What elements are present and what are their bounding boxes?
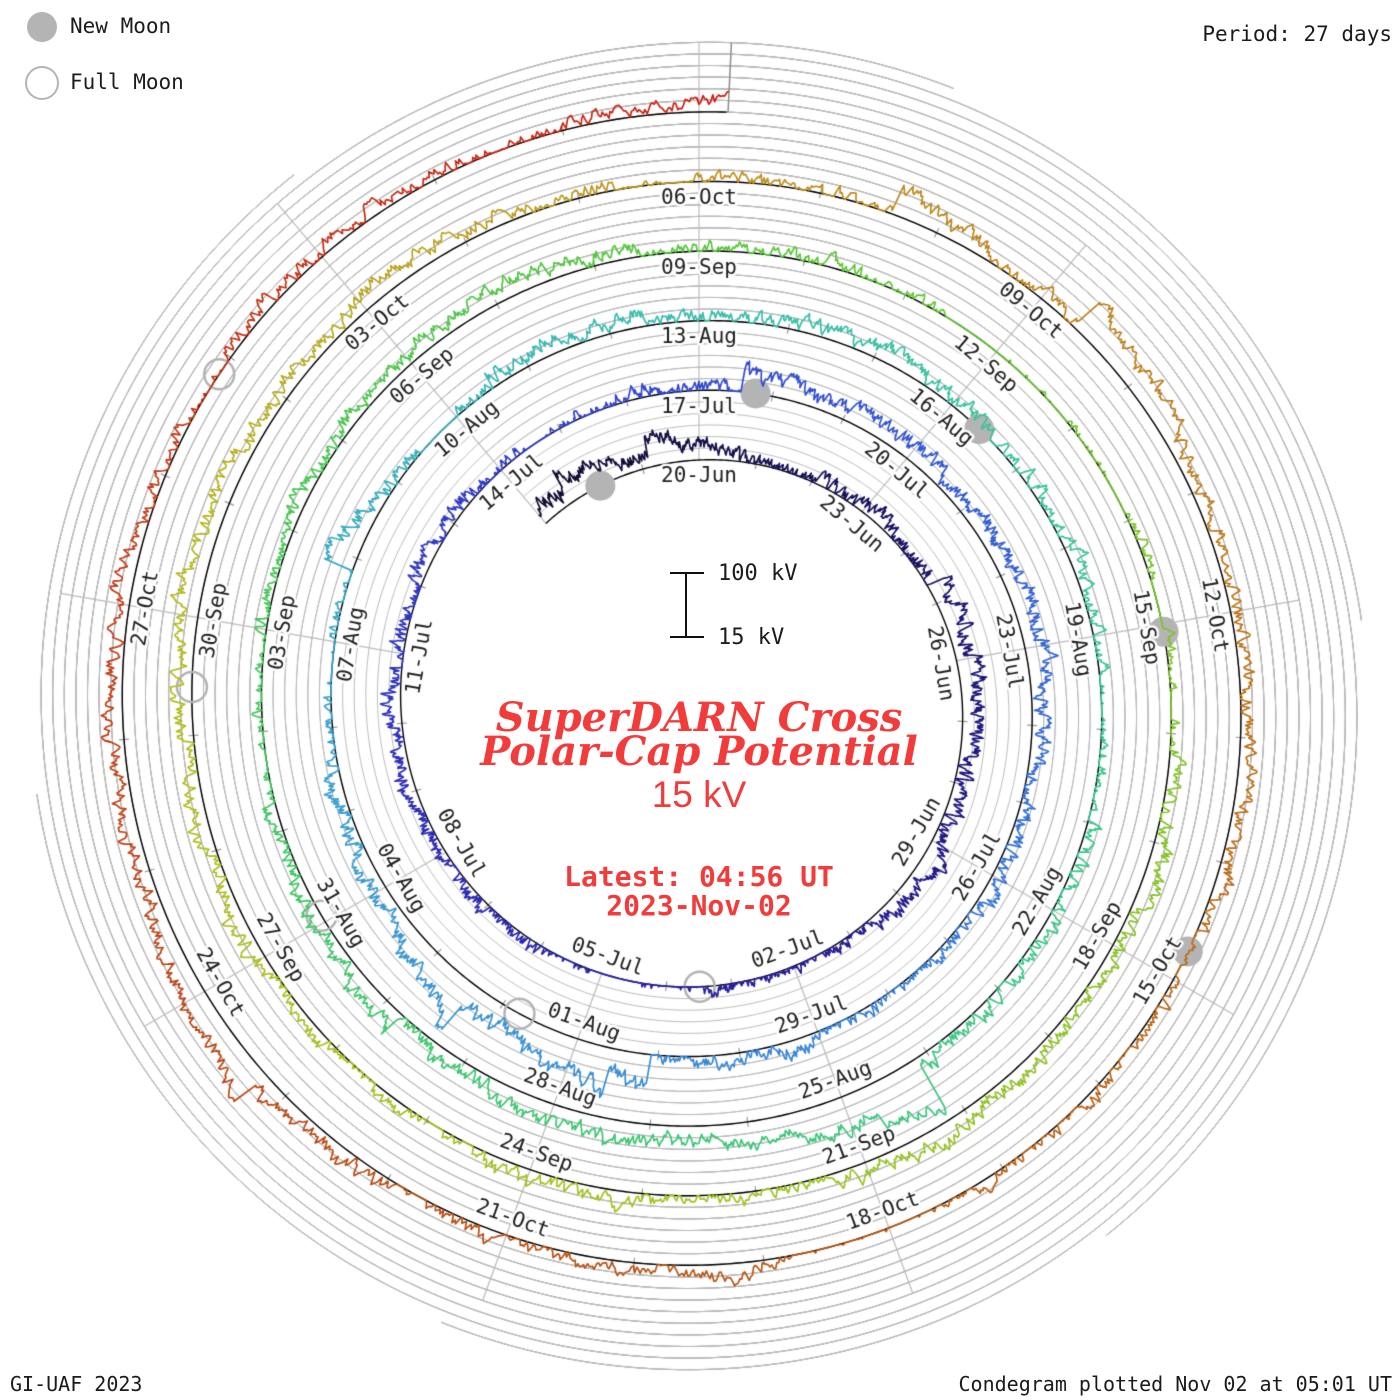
full-moon-icon bbox=[25, 66, 59, 100]
scale-bar-cap-bottom bbox=[670, 636, 704, 638]
scale-bar-max-label: 100 kV bbox=[718, 561, 798, 586]
latest-date-label: 2023-Nov-02 bbox=[606, 889, 792, 922]
chart-title-line2: Polar-Cap Potential bbox=[480, 728, 918, 775]
scale-bar-stem bbox=[685, 573, 687, 637]
credit-label: GI-UAF 2023 bbox=[10, 1372, 143, 1396]
period-label: Period: 27 days bbox=[1202, 22, 1392, 46]
plotted-timestamp-label: Condegram plotted Nov 02 at 05:01 UT bbox=[958, 1372, 1392, 1396]
full-moon-legend-label: Full Moon bbox=[70, 70, 184, 94]
chart-title-line1: SuperDARN Cross bbox=[495, 694, 903, 741]
latest-time-label: Latest: 04:56 UT bbox=[564, 860, 834, 893]
new-moon-icon bbox=[27, 12, 57, 42]
scale-bar-min-label: 15 kV bbox=[718, 625, 785, 650]
scale-bar-cap-top bbox=[670, 572, 704, 574]
new-moon-legend-label: New Moon bbox=[70, 14, 172, 38]
current-value: 15 kV bbox=[651, 774, 747, 815]
